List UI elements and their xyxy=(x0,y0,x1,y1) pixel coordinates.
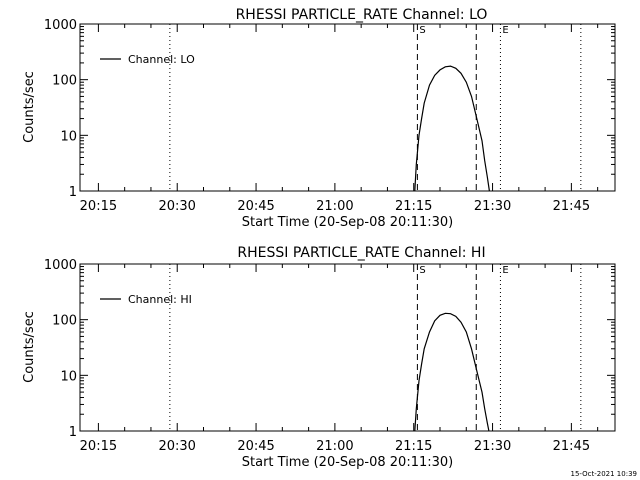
marker-label: S xyxy=(419,25,425,36)
x-tick-label: 21:30 xyxy=(474,439,511,454)
legend-label: Channel: LO xyxy=(128,53,195,66)
marker-label: S xyxy=(419,265,425,276)
x-tick-label: 21:45 xyxy=(553,199,590,214)
series-line xyxy=(414,65,490,192)
chart-title: RHESSI PARTICLE_RATE Channel: LO xyxy=(236,7,488,23)
y-tick-label: 1000 xyxy=(44,18,77,33)
x-tick-label: 20:45 xyxy=(237,199,274,214)
chart-panel-lo: RHESSI PARTICLE_RATE Channel: LO 1 10 100 10… xyxy=(22,7,616,230)
y-axis-label: Counts/sec xyxy=(22,311,37,383)
marker-label: E xyxy=(502,25,508,36)
x-tick-label: 21:15 xyxy=(395,439,432,454)
y-tick-label: 10 xyxy=(60,369,77,384)
y-tick-label: 1000 xyxy=(44,258,77,273)
y-tick-label: 1 xyxy=(69,425,77,440)
footer-timestamp: 15-Oct-2021 10:39 xyxy=(571,470,637,478)
x-tick-label: 20:15 xyxy=(80,439,117,454)
chart-panel-hi: RHESSI PARTICLE_RATE Channel: HI 1 10 100 10… xyxy=(22,245,616,470)
x-tick-label: 21:30 xyxy=(474,199,511,214)
x-tick-label: 21:00 xyxy=(316,439,353,454)
x-axis-label: Start Time (20-Sep-08 20:11:30) xyxy=(242,215,453,230)
y-tick-label: 100 xyxy=(52,74,77,89)
x-tick-label: 20:30 xyxy=(158,199,195,214)
chart-title: RHESSI PARTICLE_RATE Channel: HI xyxy=(237,245,485,261)
x-tick-label: 20:30 xyxy=(158,439,195,454)
y-axis-label: Counts/sec xyxy=(22,71,37,143)
plot-frame xyxy=(79,263,616,432)
plot-frame xyxy=(79,23,616,192)
x-tick-label: 20:15 xyxy=(80,199,117,214)
x-tick-label: 21:45 xyxy=(553,439,590,454)
x-tick-label: 21:00 xyxy=(316,199,353,214)
series-line xyxy=(414,312,490,432)
x-tick-label: 20:45 xyxy=(237,439,274,454)
x-tick-label: 21:15 xyxy=(395,199,432,214)
x-axis-label: Start Time (20-Sep-08 20:11:30) xyxy=(242,455,453,470)
y-tick-label: 1 xyxy=(69,185,77,200)
y-tick-label: 100 xyxy=(52,314,77,329)
legend-label: Channel: HI xyxy=(128,293,192,306)
marker-label: E xyxy=(502,265,508,276)
y-tick-label: 10 xyxy=(60,129,77,144)
